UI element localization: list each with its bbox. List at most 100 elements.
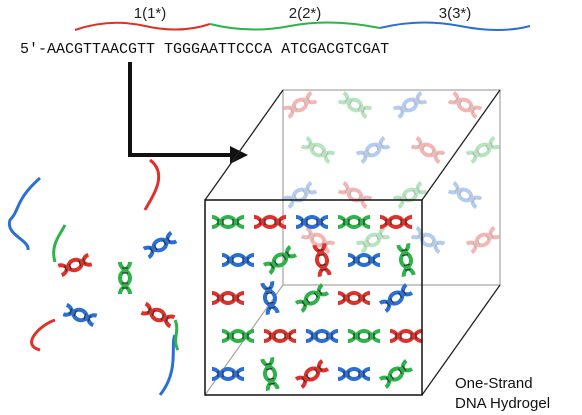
helix <box>264 247 296 274</box>
helix-strand <box>412 228 445 253</box>
helix <box>262 357 277 390</box>
helix <box>296 361 328 388</box>
helix <box>212 217 244 227</box>
helix <box>63 305 96 325</box>
helix-strand <box>412 138 445 163</box>
strand-tail <box>175 320 178 350</box>
helix <box>306 331 338 341</box>
helix-strand <box>357 138 390 163</box>
helix <box>58 255 91 275</box>
helix <box>348 331 380 341</box>
strand-2 <box>210 22 380 29</box>
helix-strand <box>467 228 500 253</box>
helix <box>467 138 500 163</box>
helix-strand <box>394 93 427 118</box>
helix <box>222 331 254 341</box>
helix-strand <box>380 361 412 388</box>
helix <box>338 293 370 303</box>
helix <box>284 93 317 118</box>
helix-strand <box>449 183 482 208</box>
helix <box>348 255 380 265</box>
helix-strand <box>144 233 177 258</box>
helix <box>380 285 412 312</box>
strand-1 <box>75 23 210 30</box>
arrow <box>130 62 232 155</box>
helix <box>380 361 412 388</box>
strand-tail <box>54 225 65 262</box>
cube-back <box>284 93 500 253</box>
strand-tail <box>9 178 40 250</box>
helix-strand <box>296 361 328 388</box>
diagram: 1(1*) 2(2*) 3(3*) 5′-AACGTTAACGTT TGGGAAT… <box>0 0 582 415</box>
helix-strand <box>357 228 390 253</box>
helix-strand <box>380 285 412 312</box>
cube-edge <box>205 90 283 200</box>
helix-strand <box>380 361 412 388</box>
helix <box>264 331 296 341</box>
domain-label: 3(3*) <box>439 5 472 22</box>
helix <box>302 138 335 163</box>
helix <box>338 217 370 227</box>
helix <box>212 369 244 379</box>
helix <box>254 217 286 227</box>
helix <box>141 304 174 327</box>
helix <box>412 138 445 163</box>
domain-label: 2(2*) <box>289 5 322 22</box>
helix-strand <box>264 247 296 274</box>
caption: One-Strand <box>455 375 533 392</box>
helix <box>338 369 370 379</box>
helix-strand <box>302 138 335 163</box>
helix-strand <box>412 228 445 253</box>
helix <box>339 93 372 118</box>
helix <box>357 138 390 163</box>
strand-3 <box>380 22 530 30</box>
seq-3: ATCGACGTCGAT <box>281 41 389 58</box>
helix-strand <box>357 228 390 253</box>
helix-strand <box>412 138 445 163</box>
helix-strand <box>380 285 412 312</box>
helix <box>398 243 413 276</box>
helix-strand <box>394 93 427 118</box>
helix <box>467 228 500 253</box>
helix <box>262 281 277 314</box>
helix <box>449 183 482 208</box>
helix-strand <box>284 93 317 118</box>
helix <box>296 217 328 227</box>
prefix: 5′- <box>20 41 47 58</box>
helix-strand <box>449 93 482 118</box>
strand-tail <box>32 320 55 350</box>
helix <box>120 262 130 294</box>
helix-strand <box>144 233 177 258</box>
helix-strand <box>449 183 482 208</box>
helix-strand <box>467 138 500 163</box>
strand-tail <box>145 160 159 210</box>
strand-tail <box>160 335 175 395</box>
helix <box>284 183 317 208</box>
seq-1: AACGTTAACGTT <box>47 41 155 58</box>
helix-strand <box>296 285 328 312</box>
junction <box>9 160 178 395</box>
helix-strand <box>339 183 372 208</box>
seq-2: TGGGAATTCCCA <box>164 41 272 58</box>
helix-strand <box>357 138 390 163</box>
helix-strand <box>296 285 328 312</box>
helix-strand <box>284 93 317 118</box>
helix-strand <box>467 228 500 253</box>
sequence: 5′-AACGTTAACGTT TGGGAATTCCCA ATCGACGTCGAT <box>20 41 389 58</box>
helix-strand <box>339 183 372 208</box>
helix-strand <box>339 93 372 118</box>
helix-strand <box>339 93 372 118</box>
helix-strand <box>264 247 296 274</box>
helix-strand <box>284 183 317 208</box>
helix <box>357 228 390 253</box>
helix-strand <box>467 138 500 163</box>
page: 1(1*) 2(2*) 3(3*) 5′-AACGTTAACGTT TGGGAAT… <box>0 0 582 415</box>
caption: DNA Hydrogel <box>455 395 550 412</box>
helix-strand <box>296 361 328 388</box>
cube <box>205 90 500 395</box>
helix <box>380 217 412 227</box>
helix <box>212 293 244 303</box>
domain-label: 1(1*) <box>134 5 167 22</box>
helix <box>449 93 482 118</box>
helix <box>394 93 427 118</box>
